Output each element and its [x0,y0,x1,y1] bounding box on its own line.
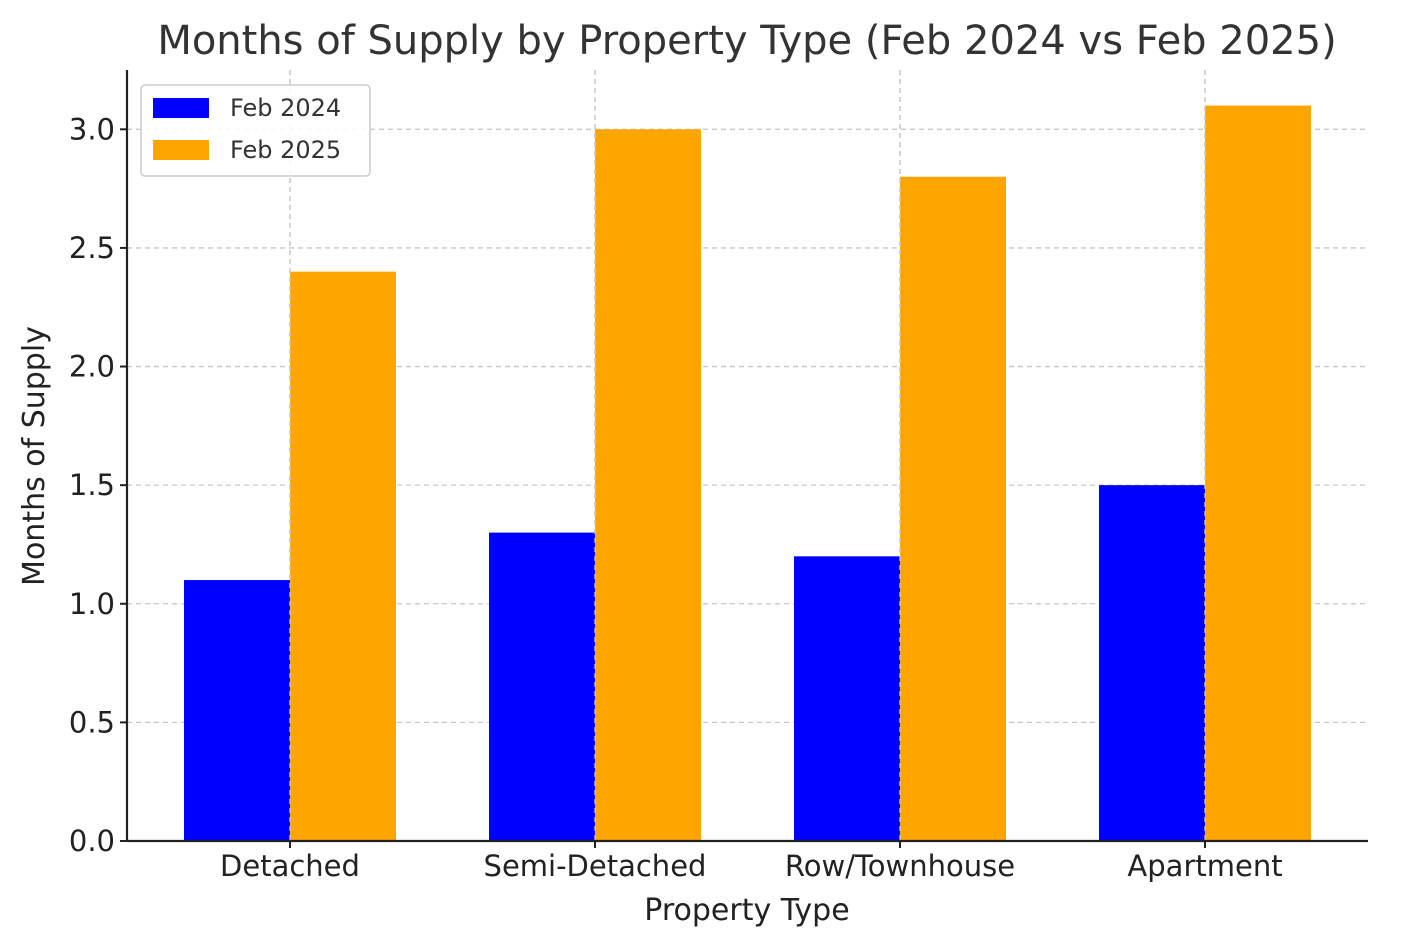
y-tick-label: 2.5 [69,231,115,265]
legend-label-feb-2024: Feb 2024 [230,94,341,122]
y-tick-label: 1.5 [69,468,115,502]
bar-feb-2025-apartment [1205,105,1311,842]
x-tick-label: Apartment [1127,849,1282,883]
y-tick-label: 0.0 [69,824,115,858]
bar-feb-2024-row-townhouse [794,556,900,841]
v-gridlines-over-bars [289,70,1206,841]
bars [184,105,1311,842]
legend-label-feb-2025: Feb 2025 [230,136,341,164]
bar-feb-2024-semi-detached [489,532,595,841]
x-axis-label: Property Type [644,893,849,928]
y-tick-label: 1.0 [69,587,115,621]
y-tick-label: 0.5 [69,705,115,739]
bar-feb-2024-detached [184,580,290,841]
legend-swatch-feb-2024 [153,98,209,118]
x-axis-ticks: Detached Semi-Detached Row/Townhouse Apartm… [220,841,1283,883]
y-tick-label: 3.0 [69,112,115,146]
bar-feb-2024-apartment [1099,485,1205,841]
y-axis-ticks: 0.0 0.5 1.0 1.5 2.0 2.5 3.0 [69,112,127,858]
chart-title: Months of Supply by Property Type (Feb 2… [157,18,1336,64]
bar-feb-2025-detached [290,271,396,842]
x-tick-label: Detached [220,849,360,883]
legend-swatch-feb-2025 [153,140,209,160]
bar-feb-2025-row-townhouse [900,176,1006,841]
x-tick-label: Row/Townhouse [785,849,1015,883]
legend: Feb 2024 Feb 2025 [140,84,371,177]
y-tick-label: 2.0 [69,350,115,384]
bar-feb-2025-semi-detached [595,129,701,842]
x-tick-label: Semi-Detached [484,849,707,883]
y-axis-label: Months of Supply [17,326,52,586]
